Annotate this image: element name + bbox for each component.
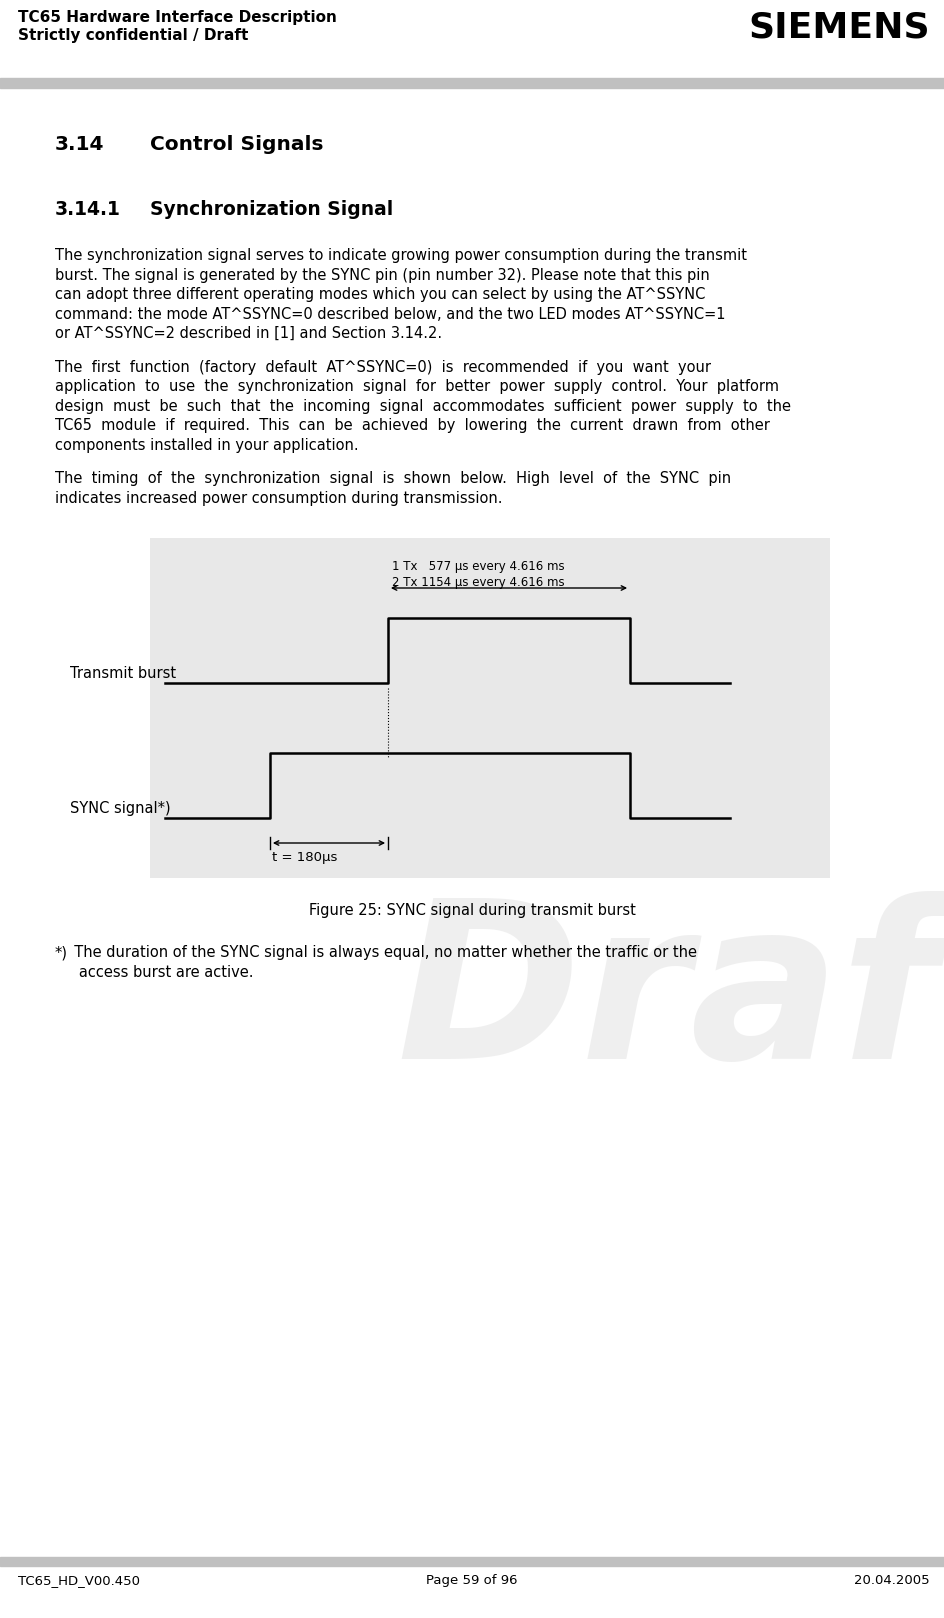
Text: Draft: Draft (396, 892, 944, 1105)
Text: 1 Tx   577 µs every 4.616 ms: 1 Tx 577 µs every 4.616 ms (392, 560, 564, 573)
Text: command: the mode AT^SSYNC=0 described below, and the two LED modes AT^SSYNC=1: command: the mode AT^SSYNC=0 described b… (55, 306, 725, 322)
Text: The duration of the SYNC signal is always equal, no matter whether the traffic o: The duration of the SYNC signal is alway… (65, 945, 697, 959)
Text: design  must  be  such  that  the  incoming  signal  accommodates  sufficient  p: design must be such that the incoming si… (55, 398, 790, 414)
Text: 3.14: 3.14 (55, 134, 105, 154)
Text: *): *) (55, 945, 68, 959)
Text: or AT^SSYNC=2 described in [1] and Section 3.14.2.: or AT^SSYNC=2 described in [1] and Secti… (55, 325, 442, 341)
Text: t = 180µs: t = 180µs (272, 851, 337, 864)
Text: access burst are active.: access burst are active. (65, 964, 253, 979)
Text: Strictly confidential / Draft: Strictly confidential / Draft (18, 28, 248, 44)
Text: components installed in your application.: components installed in your application… (55, 437, 358, 453)
Text: burst. The signal is generated by the SYNC pin (pin number 32). Please note that: burst. The signal is generated by the SY… (55, 267, 709, 283)
Text: Figure 25: SYNC signal during transmit burst: Figure 25: SYNC signal during transmit b… (309, 903, 634, 917)
Text: TC65_HD_V00.450: TC65_HD_V00.450 (18, 1574, 140, 1587)
Text: TC65  module  if  required.  This  can  be  achieved  by  lowering  the  current: TC65 module if required. This can be ach… (55, 417, 769, 434)
Text: SIEMENS: SIEMENS (748, 10, 929, 44)
Bar (150, 539, 829, 879)
Text: Page 59 of 96: Page 59 of 96 (426, 1574, 517, 1587)
Text: Synchronization Signal: Synchronization Signal (150, 201, 393, 218)
Text: The  first  function  (factory  default  AT^SSYNC=0)  is  recommended  if  you  : The first function (factory default AT^S… (55, 359, 710, 374)
Text: application  to  use  the  synchronization  signal  for  better  power  supply  : application to use the synchronization s… (55, 379, 778, 395)
Text: SYNC signal*): SYNC signal*) (70, 801, 171, 815)
Text: 3.14.1: 3.14.1 (55, 201, 121, 218)
Bar (0, 1557, 944, 1566)
Text: indicates increased power consumption during transmission.: indicates increased power consumption du… (55, 490, 502, 505)
Text: The synchronization signal serves to indicate growing power consumption during t: The synchronization signal serves to ind… (55, 248, 746, 264)
Text: 20.04.2005: 20.04.2005 (853, 1574, 929, 1587)
Text: Transmit burst: Transmit burst (70, 667, 176, 681)
Text: The  timing  of  the  synchronization  signal  is  shown  below.  High  level  o: The timing of the synchronization signal… (55, 471, 731, 485)
Text: Control Signals: Control Signals (150, 134, 323, 154)
Text: 2 Tx 1154 µs every 4.616 ms: 2 Tx 1154 µs every 4.616 ms (392, 576, 564, 589)
Text: TC65 Hardware Interface Description: TC65 Hardware Interface Description (18, 10, 336, 24)
Text: can adopt three different operating modes which you can select by using the AT^S: can adopt three different operating mode… (55, 286, 704, 303)
Bar (0, 78, 944, 87)
